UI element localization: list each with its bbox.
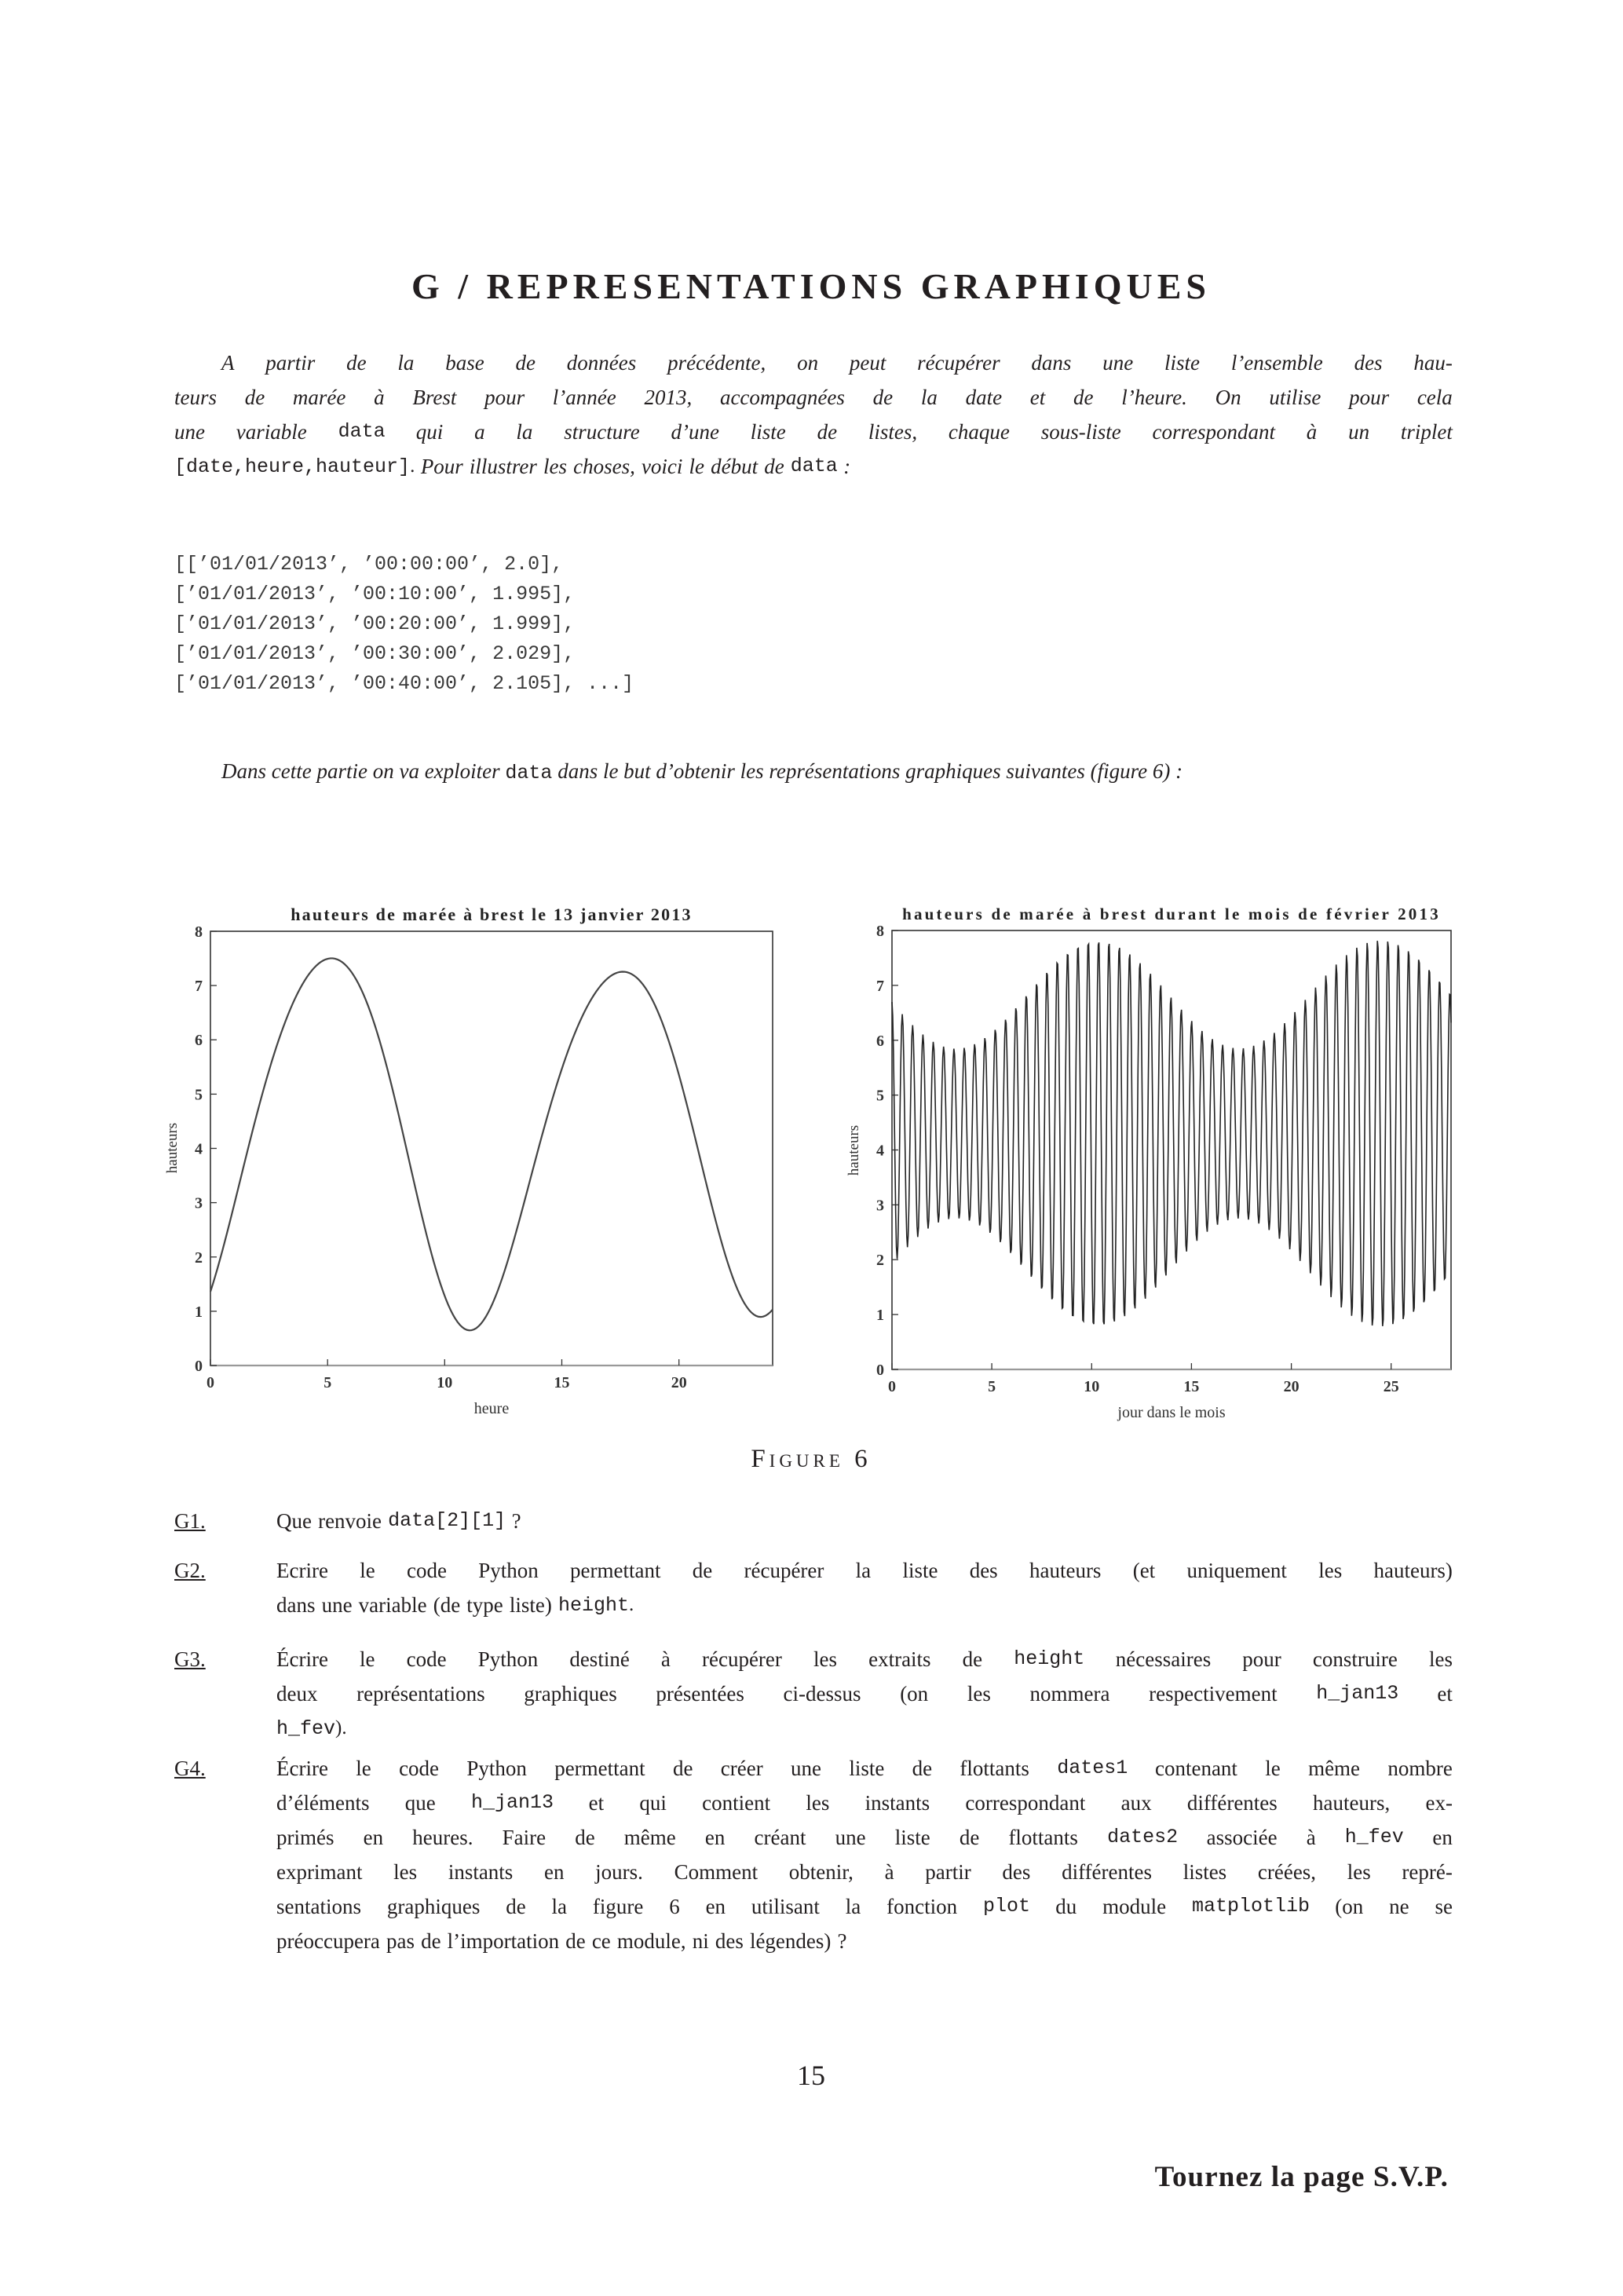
svg-text:5: 5	[876, 1088, 884, 1105]
svg-text:0: 0	[888, 1378, 896, 1395]
svg-text:6: 6	[195, 1032, 203, 1049]
svg-text:15: 15	[554, 1374, 570, 1391]
svg-text:2: 2	[876, 1252, 884, 1269]
svg-text:5: 5	[988, 1378, 996, 1395]
svg-text:10: 10	[1084, 1378, 1099, 1395]
svg-text:7: 7	[876, 978, 884, 995]
svg-text:hauteurs de marée à brest dura: hauteurs de marée à brest durant le mois…	[902, 905, 1441, 923]
svg-text:2: 2	[195, 1249, 203, 1267]
svg-text:jour dans le mois: jour dans le mois	[1117, 1404, 1225, 1421]
svg-text:0: 0	[876, 1362, 884, 1379]
svg-text:4: 4	[195, 1141, 203, 1158]
svg-text:1: 1	[876, 1307, 884, 1324]
svg-text:hauteurs de marée à brest le 1: hauteurs de marée à brest le 13 janvier …	[291, 905, 692, 924]
svg-text:3: 3	[195, 1195, 203, 1212]
svg-text:4: 4	[876, 1143, 884, 1160]
svg-text:hauteurs: hauteurs	[164, 1123, 181, 1173]
svg-text:1: 1	[195, 1303, 203, 1321]
svg-text:10: 10	[437, 1374, 452, 1391]
svg-text:20: 20	[1284, 1378, 1299, 1395]
svg-text:5: 5	[324, 1374, 331, 1391]
svg-text:hauteurs: hauteurs	[846, 1125, 862, 1175]
svg-text:8: 8	[195, 923, 203, 941]
svg-text:7: 7	[195, 978, 203, 995]
svg-text:15: 15	[1183, 1378, 1199, 1395]
svg-text:0: 0	[195, 1358, 203, 1375]
svg-text:3: 3	[876, 1197, 884, 1214]
svg-text:25: 25	[1384, 1378, 1399, 1395]
svg-text:6: 6	[876, 1033, 884, 1050]
svg-text:5: 5	[195, 1086, 203, 1103]
svg-text:heure: heure	[474, 1400, 510, 1417]
svg-text:8: 8	[876, 923, 884, 940]
svg-text:20: 20	[671, 1374, 687, 1391]
svg-text:0: 0	[207, 1374, 214, 1391]
